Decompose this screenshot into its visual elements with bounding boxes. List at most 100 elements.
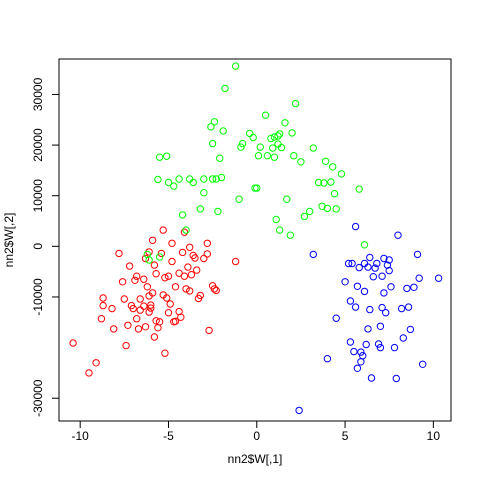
data-point (187, 271, 196, 279)
data-point (191, 254, 199, 262)
data-point (214, 207, 222, 216)
data-point (196, 205, 205, 213)
data-point (231, 257, 240, 266)
data-point (143, 283, 152, 291)
data-point (332, 314, 340, 322)
data-point (178, 211, 187, 219)
data-point (212, 286, 220, 295)
data-point (272, 215, 280, 224)
data-point (410, 283, 418, 291)
data-point (200, 175, 208, 183)
y-axis: -30000 -10000 0 10000 20000 30000 (31, 77, 60, 417)
data-point (403, 284, 411, 293)
y-tick-label: -10000 (31, 278, 45, 316)
data-point (207, 123, 215, 131)
data-point (124, 321, 132, 329)
data-point (141, 254, 150, 263)
data-point (291, 99, 300, 108)
data-point (99, 294, 107, 302)
data-point (387, 283, 395, 291)
data-point (125, 262, 134, 270)
data-point (314, 178, 323, 187)
data-point (208, 139, 217, 148)
data-point (367, 374, 376, 382)
data-point (309, 144, 317, 152)
data-point (274, 140, 282, 148)
data-point (231, 62, 240, 70)
data-point (133, 315, 141, 323)
data-points (69, 62, 443, 415)
data-point (148, 236, 157, 245)
data-point (406, 325, 415, 334)
data-point (249, 133, 257, 142)
data-point (134, 325, 143, 333)
data-point (150, 261, 159, 269)
data-point (277, 143, 286, 152)
data-point (155, 318, 164, 326)
data-point (306, 207, 314, 216)
data-point (270, 153, 279, 161)
y-tick-label: 0 (31, 243, 45, 250)
data-point (327, 178, 335, 186)
data-point (159, 226, 167, 234)
data-point (131, 276, 139, 284)
data-point (186, 243, 194, 252)
data-point (97, 315, 106, 323)
data-point (140, 302, 148, 310)
data-point (155, 153, 164, 161)
data-point (216, 154, 224, 162)
data-point (120, 295, 129, 303)
data-point (145, 308, 153, 316)
data-point (359, 352, 367, 360)
data-point (180, 272, 189, 280)
data-point (297, 158, 305, 166)
data-point (141, 323, 150, 331)
data-point (390, 343, 399, 352)
series-1 (69, 226, 240, 377)
data-point (208, 175, 217, 183)
data-point (161, 274, 169, 282)
data-point (380, 289, 388, 297)
data-point (290, 152, 298, 160)
data-point (136, 295, 144, 303)
data-point (154, 324, 162, 332)
data-point (353, 364, 362, 372)
series-3 (295, 222, 443, 415)
data-point (155, 253, 164, 261)
data-point (170, 182, 178, 190)
data-point (267, 134, 275, 143)
data-point (376, 322, 385, 330)
x-tick-label: 5 (342, 429, 349, 443)
data-point (157, 249, 166, 258)
data-point (221, 84, 229, 93)
data-point (200, 254, 208, 263)
y-axis-title: nn2$W[,2] (2, 213, 16, 268)
data-point (140, 275, 148, 283)
data-point (323, 355, 332, 363)
data-point (115, 249, 123, 258)
data-point (196, 291, 205, 300)
data-point (385, 256, 393, 264)
data-point (357, 348, 365, 356)
data-point (184, 263, 192, 271)
data-point (205, 326, 213, 335)
data-point (186, 287, 194, 295)
data-point (364, 325, 372, 333)
data-point (394, 231, 402, 239)
data-point (99, 301, 107, 310)
data-point (369, 273, 377, 281)
data-point (122, 341, 130, 350)
data-point (286, 231, 294, 239)
data-point (175, 175, 183, 183)
data-point (341, 278, 349, 286)
data-point (152, 270, 160, 278)
x-tick-label: -10 (72, 429, 90, 443)
data-point (246, 129, 254, 138)
data-point (376, 343, 385, 352)
data-point (288, 129, 296, 137)
data-point (200, 189, 208, 197)
data-point (274, 132, 282, 140)
data-point (392, 374, 400, 383)
data-point (355, 185, 363, 193)
data-point (256, 143, 264, 151)
